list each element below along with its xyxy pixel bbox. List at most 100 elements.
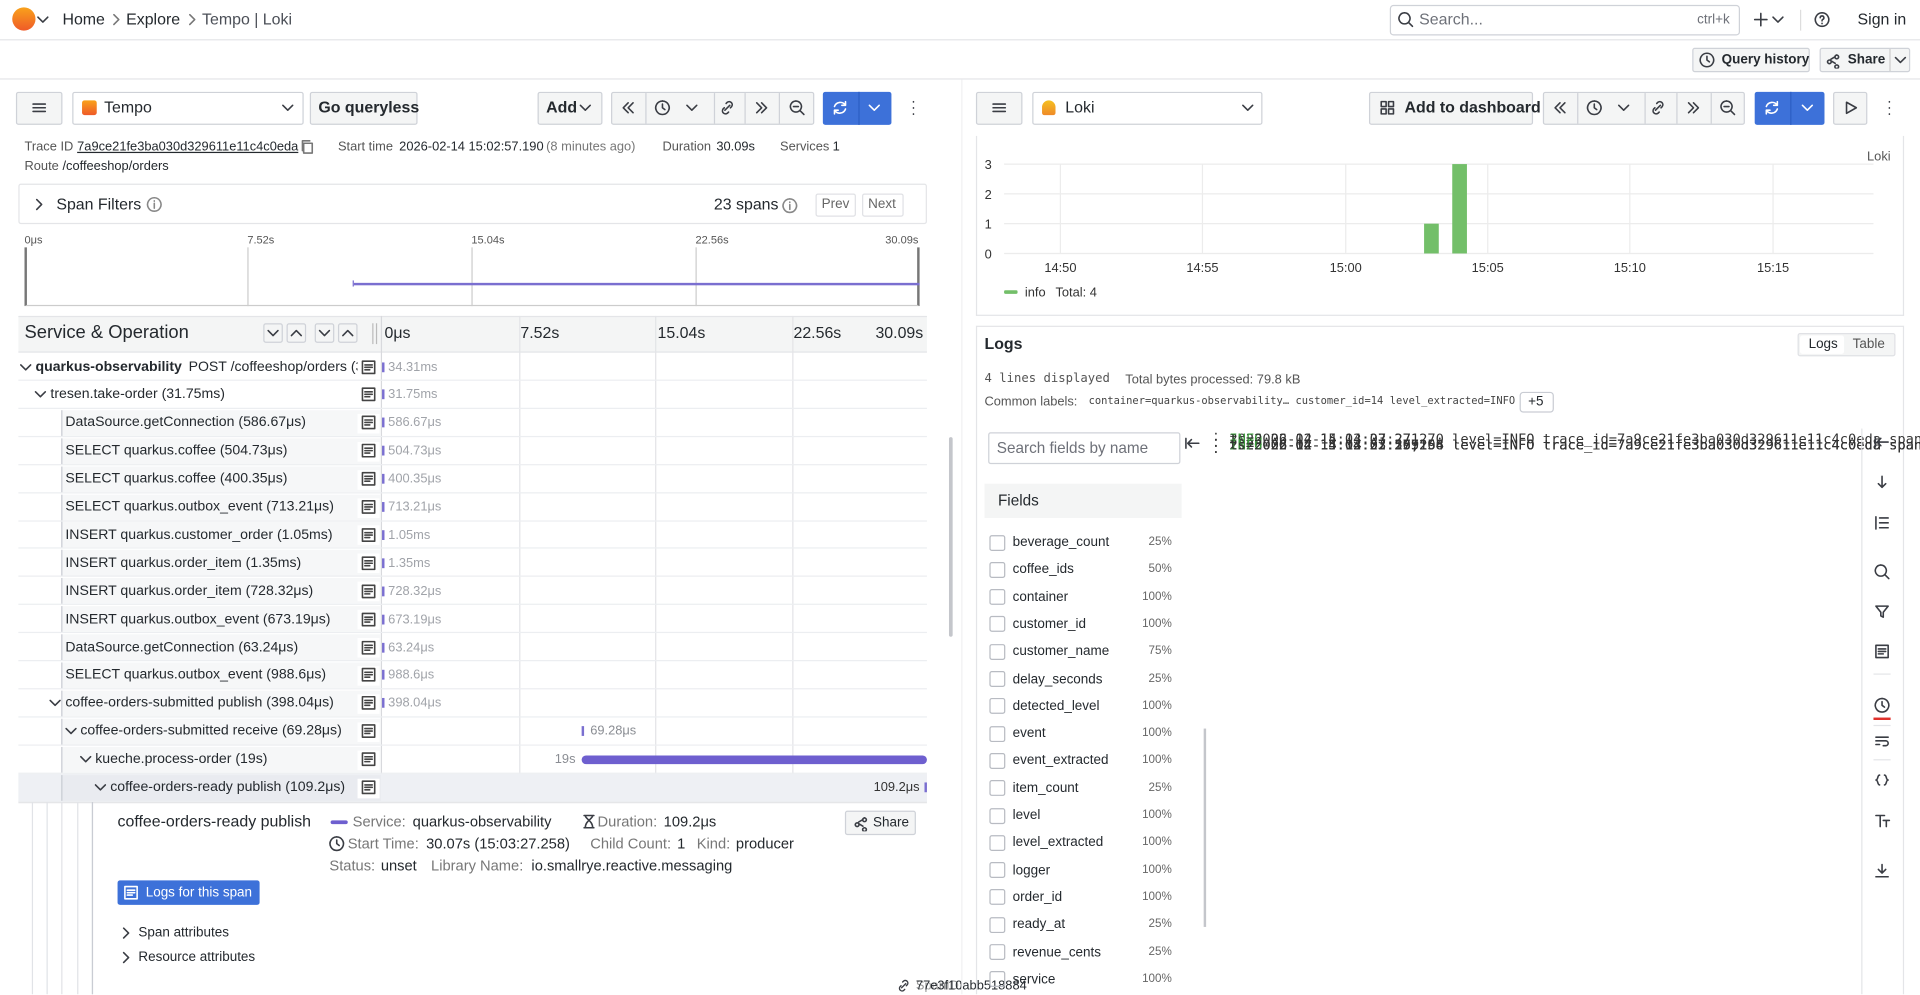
span-toggle[interactable]	[17, 358, 34, 375]
field-checkbox[interactable]	[989, 807, 1006, 824]
span-logs-link[interactable]	[360, 526, 377, 543]
log-control-button[interactable]	[1873, 602, 1890, 619]
span-filters[interactable]: Span Filters	[56, 194, 142, 214]
copy-icon[interactable]	[299, 138, 316, 155]
field-checkbox[interactable]	[989, 862, 1006, 879]
span-row[interactable]	[18, 717, 927, 746]
field-checkbox[interactable]	[989, 589, 1006, 606]
log-control-button[interactable]	[1873, 732, 1890, 749]
add-to-dashboard-button[interactable]	[1368, 91, 1534, 125]
span-logs-link[interactable]	[360, 414, 377, 431]
attributes-toggle[interactable]	[118, 949, 135, 966]
time-control-icon[interactable]	[1649, 99, 1666, 116]
breadcrumb[interactable]: Home	[62, 9, 105, 29]
field-checkbox[interactable]	[989, 944, 1006, 961]
log-control-button[interactable]	[1873, 514, 1890, 531]
attributes-label[interactable]: Resource attributes	[138, 950, 256, 965]
sign-in[interactable]: Sign in	[1857, 9, 1907, 29]
span-logs-link[interactable]	[360, 695, 377, 712]
field-checkbox[interactable]	[989, 643, 1006, 660]
span-toggle[interactable]	[77, 751, 94, 768]
field-checkbox[interactable]	[989, 725, 1006, 742]
span-row[interactable]	[18, 409, 927, 437]
log-control-button[interactable]	[1873, 862, 1890, 879]
span-logs-link[interactable]	[360, 611, 377, 628]
span-toggle[interactable]	[62, 723, 79, 740]
collapse-fields[interactable]	[1184, 435, 1201, 452]
span-row[interactable]	[18, 353, 927, 381]
span-toggle[interactable]	[92, 779, 109, 796]
refresh-button[interactable]	[1754, 91, 1825, 125]
tempo-select[interactable]	[72, 91, 304, 125]
time-control-icon[interactable]	[683, 99, 700, 116]
field-checkbox[interactable]	[989, 616, 1006, 633]
log-control-button[interactable]	[1873, 812, 1891, 829]
collapse-button[interactable]	[263, 323, 283, 343]
log-line-menu[interactable]	[1207, 437, 1224, 454]
span-row[interactable]	[18, 605, 927, 634]
field-checkbox[interactable]	[989, 561, 1006, 578]
logs-tab-active[interactable]	[1800, 335, 1845, 354]
field-checkbox[interactable]	[989, 780, 1006, 797]
add-button[interactable]	[537, 91, 603, 125]
span-logs-link[interactable]	[360, 442, 377, 459]
go-queryless-button[interactable]	[309, 91, 418, 125]
time-control-icon[interactable]	[1719, 99, 1736, 116]
query-history-button[interactable]	[1692, 47, 1810, 73]
time-control-icon[interactable]	[1615, 99, 1632, 116]
breadcrumb[interactable]: Explore	[126, 9, 181, 29]
field-checkbox[interactable]	[989, 534, 1006, 551]
loki-select[interactable]	[1032, 91, 1263, 125]
time-control-icon[interactable]	[719, 99, 736, 116]
time-control-icon[interactable]	[654, 99, 671, 116]
time-control-icon[interactable]	[753, 99, 770, 116]
new-button[interactable]	[1752, 11, 1769, 28]
field-checkbox[interactable]	[989, 834, 1006, 851]
span-row[interactable]	[18, 437, 927, 465]
span-toggle[interactable]	[47, 695, 64, 712]
span-logs-link[interactable]	[360, 498, 377, 515]
time-control-icon[interactable]	[1551, 99, 1568, 116]
span-logs-link[interactable]	[360, 554, 377, 571]
expand-filters[interactable]	[31, 196, 48, 213]
collapse-button[interactable]	[314, 323, 335, 343]
time-control-icon[interactable]	[1586, 99, 1603, 116]
grafana-logo[interactable]	[12, 7, 36, 31]
field-checkbox[interactable]	[989, 971, 1006, 988]
span-logs-link[interactable]	[360, 639, 377, 656]
field-checkbox[interactable]	[989, 889, 1006, 906]
attributes-label[interactable]: Span attributes	[138, 925, 229, 941]
trace-id[interactable]: 7a9ce21fe3ba030d329611e11c4c0eda	[77, 139, 299, 155]
help-button[interactable]	[1813, 11, 1830, 28]
refresh-button[interactable]	[822, 91, 892, 125]
next-button[interactable]	[862, 193, 904, 217]
log-control-button[interactable]	[1873, 643, 1890, 660]
time-controls[interactable]	[611, 91, 815, 125]
span-row[interactable]	[18, 633, 927, 662]
log-control-button[interactable]	[1873, 563, 1890, 580]
run-query-button[interactable]	[1833, 91, 1868, 125]
span-logs-link[interactable]	[360, 358, 377, 375]
log-control-button[interactable]	[1873, 697, 1890, 714]
collapse-button[interactable]	[286, 323, 307, 343]
span-row[interactable]	[18, 577, 927, 606]
time-control-icon[interactable]	[789, 99, 806, 116]
prev-button[interactable]	[815, 193, 856, 217]
span-row[interactable]	[18, 465, 927, 493]
field-checkbox[interactable]	[989, 698, 1006, 715]
span-row[interactable]	[18, 493, 927, 522]
more-button[interactable]	[1881, 99, 1898, 116]
table-tab[interactable]: Table	[1852, 336, 1885, 352]
span-row[interactable]	[18, 661, 927, 690]
span-logs-link[interactable]	[360, 751, 377, 768]
span-toggle[interactable]	[32, 386, 49, 403]
field-checkbox[interactable]	[989, 671, 1006, 687]
field-search[interactable]	[988, 432, 1181, 465]
span-row[interactable]	[18, 549, 927, 578]
time-control-icon[interactable]	[1685, 99, 1702, 116]
logs-for-span-button[interactable]	[117, 880, 260, 905]
time-control-icon[interactable]	[620, 99, 637, 116]
span-logs-link[interactable]	[360, 667, 377, 684]
log-control-button[interactable]	[1873, 433, 1890, 450]
span-logs-link[interactable]	[360, 470, 377, 487]
